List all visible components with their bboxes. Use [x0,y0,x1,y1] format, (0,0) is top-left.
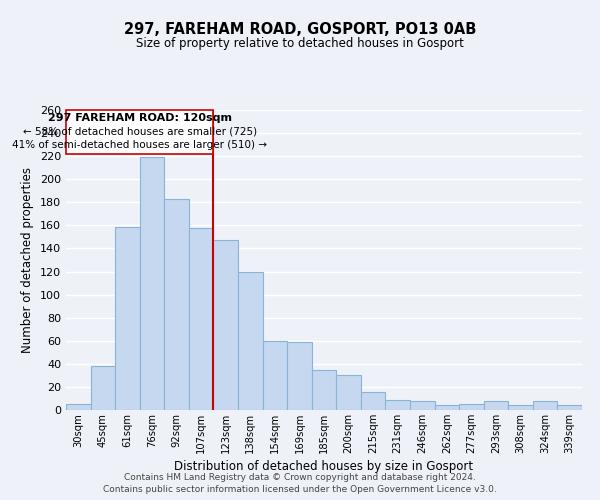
Bar [238,272,263,410]
X-axis label: Distribution of detached houses by size in Gosport: Distribution of detached houses by size … [175,460,473,473]
Bar [189,228,214,410]
Bar [385,400,410,410]
Bar [66,110,214,154]
Bar [336,376,361,410]
Bar [214,240,238,410]
Bar [312,370,336,410]
Bar [434,406,459,410]
Bar [91,366,115,410]
Bar [66,404,91,410]
Text: Size of property relative to detached houses in Gosport: Size of property relative to detached ho… [136,38,464,51]
Text: 297, FAREHAM ROAD, GOSPORT, PO13 0AB: 297, FAREHAM ROAD, GOSPORT, PO13 0AB [124,22,476,38]
Text: 41% of semi-detached houses are larger (510) →: 41% of semi-detached houses are larger (… [12,140,267,149]
Bar [115,226,140,410]
Bar [140,158,164,410]
Bar [508,406,533,410]
Text: 297 FAREHAM ROAD: 120sqm: 297 FAREHAM ROAD: 120sqm [48,113,232,123]
Bar [361,392,385,410]
Y-axis label: Number of detached properties: Number of detached properties [22,167,34,353]
Text: ← 58% of detached houses are smaller (725): ← 58% of detached houses are smaller (72… [23,127,257,137]
Bar [287,342,312,410]
Bar [459,404,484,410]
Bar [557,406,582,410]
Bar [263,341,287,410]
Bar [164,199,189,410]
Bar [484,401,508,410]
Text: Contains public sector information licensed under the Open Government Licence v3: Contains public sector information licen… [103,486,497,494]
Text: Contains HM Land Registry data © Crown copyright and database right 2024.: Contains HM Land Registry data © Crown c… [124,473,476,482]
Bar [410,401,434,410]
Bar [533,401,557,410]
